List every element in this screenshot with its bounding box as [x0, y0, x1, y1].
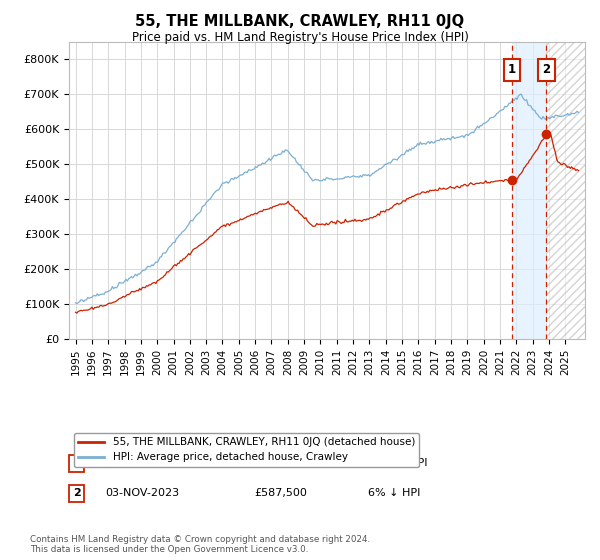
Text: 2: 2 [542, 63, 551, 76]
Text: 21% ↓ HPI: 21% ↓ HPI [368, 459, 428, 469]
Bar [547, 42, 590, 339]
Text: 1: 1 [73, 459, 80, 469]
Text: Contains HM Land Registry data © Crown copyright and database right 2024.
This d: Contains HM Land Registry data © Crown c… [30, 535, 370, 554]
Text: 6% ↓ HPI: 6% ↓ HPI [368, 488, 421, 498]
Text: 21-SEP-2021: 21-SEP-2021 [105, 459, 176, 469]
Bar [512, 42, 547, 339]
Text: Price paid vs. HM Land Registry's House Price Index (HPI): Price paid vs. HM Land Registry's House … [131, 31, 469, 44]
Text: 1: 1 [508, 63, 516, 76]
Text: 55, THE MILLBANK, CRAWLEY, RH11 0JQ: 55, THE MILLBANK, CRAWLEY, RH11 0JQ [136, 14, 464, 29]
Text: £587,500: £587,500 [255, 488, 308, 498]
Text: £456,150: £456,150 [255, 459, 308, 469]
Text: 2: 2 [73, 488, 80, 498]
Legend: 55, THE MILLBANK, CRAWLEY, RH11 0JQ (detached house), HPI: Average price, detach: 55, THE MILLBANK, CRAWLEY, RH11 0JQ (det… [74, 433, 419, 466]
Text: 03-NOV-2023: 03-NOV-2023 [105, 488, 179, 498]
